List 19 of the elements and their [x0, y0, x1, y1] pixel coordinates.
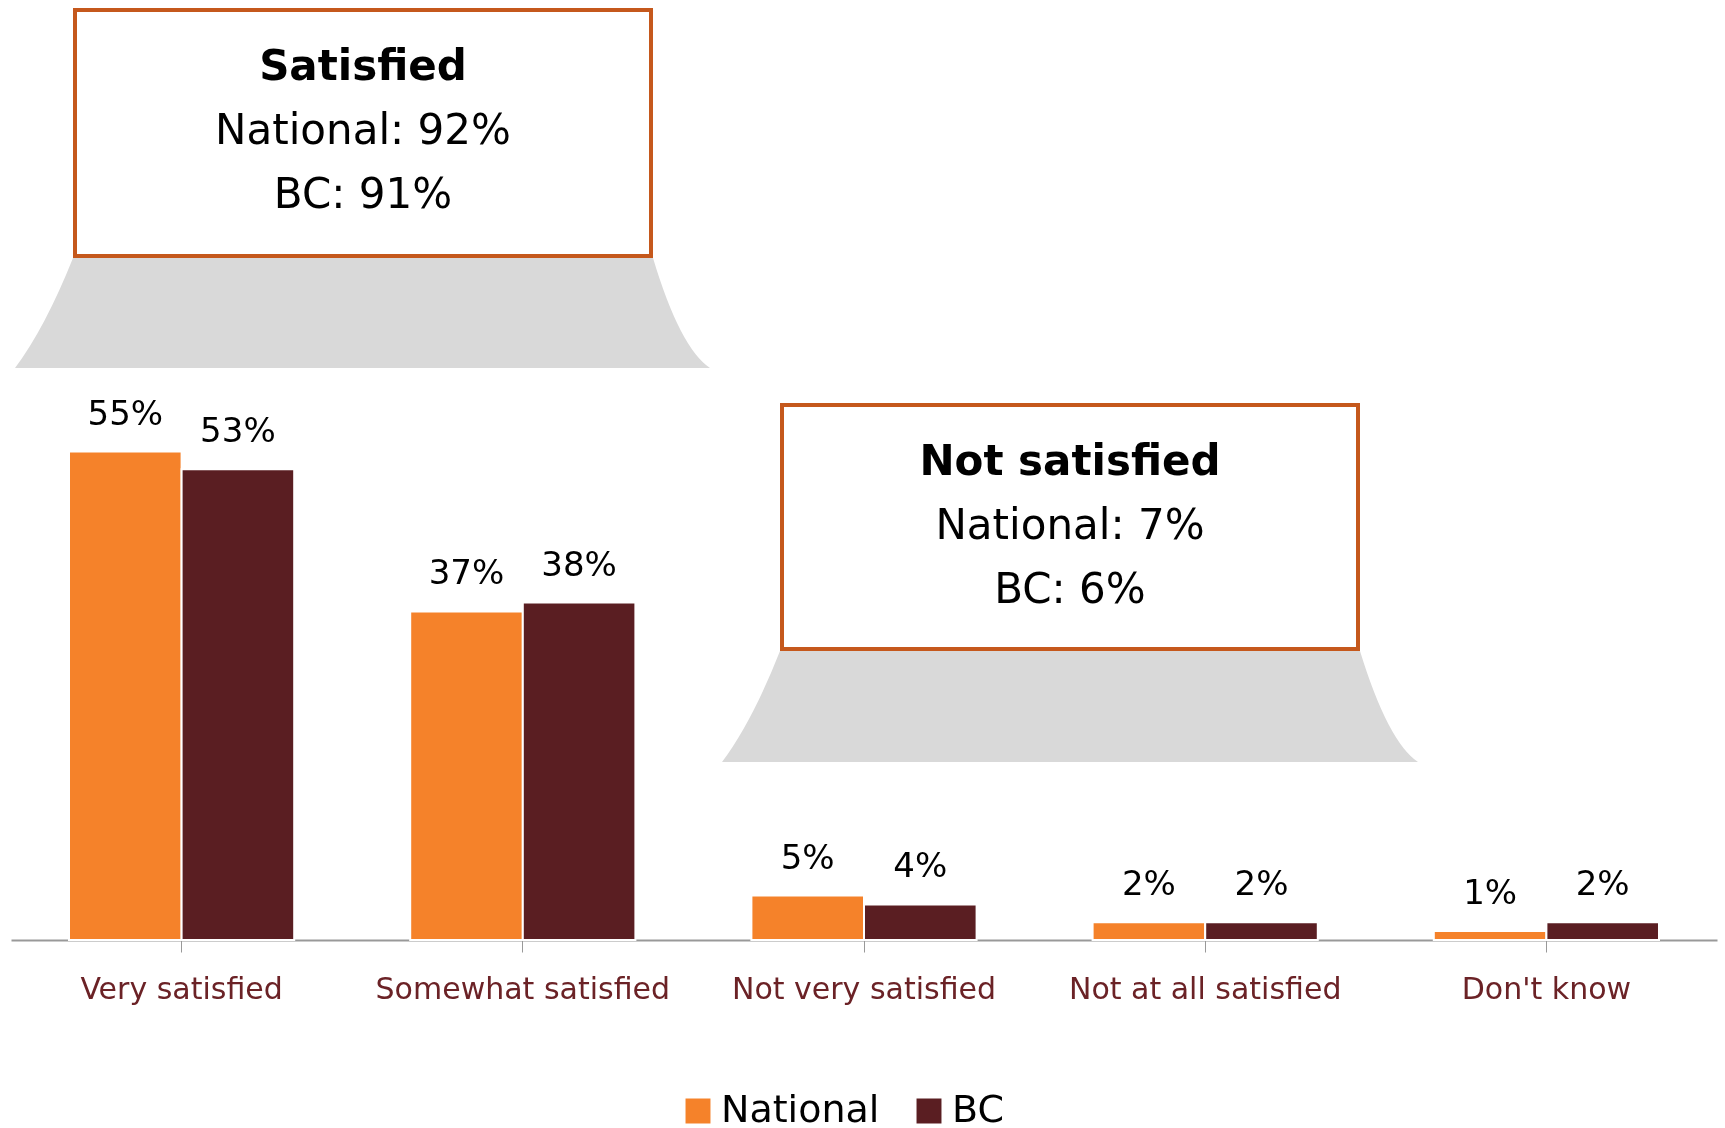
legend-label: National	[721, 1087, 880, 1128]
data-label: 5%	[780, 836, 835, 877]
data-label: 55%	[87, 392, 164, 433]
annotation: Not satisfied National: 7% BC: 6%	[918, 435, 1222, 615]
x-tick-label: Not very satisfied	[731, 970, 997, 1006]
x-tick-label: Not at all satisfied	[1068, 970, 1342, 1006]
data-label: 53%	[200, 410, 276, 451]
data-label: 37%	[428, 552, 505, 593]
data-label: 4%	[893, 845, 948, 886]
data-label: 38%	[541, 543, 617, 584]
text: Satisfied National: 92% BC: 91%	[214, 40, 512, 220]
data-label: 2%	[1121, 863, 1176, 904]
data-label: 1%	[1463, 872, 1518, 913]
x-tick-label: Very satisfied	[80, 970, 283, 1006]
data-label: 2%	[1234, 863, 1289, 904]
x-tick-label: Don't know	[1461, 970, 1632, 1006]
x-tick-label: Somewhat satisfied	[375, 970, 671, 1006]
legend-label: BC	[952, 1087, 1004, 1128]
data-label: 2%	[1575, 863, 1630, 904]
